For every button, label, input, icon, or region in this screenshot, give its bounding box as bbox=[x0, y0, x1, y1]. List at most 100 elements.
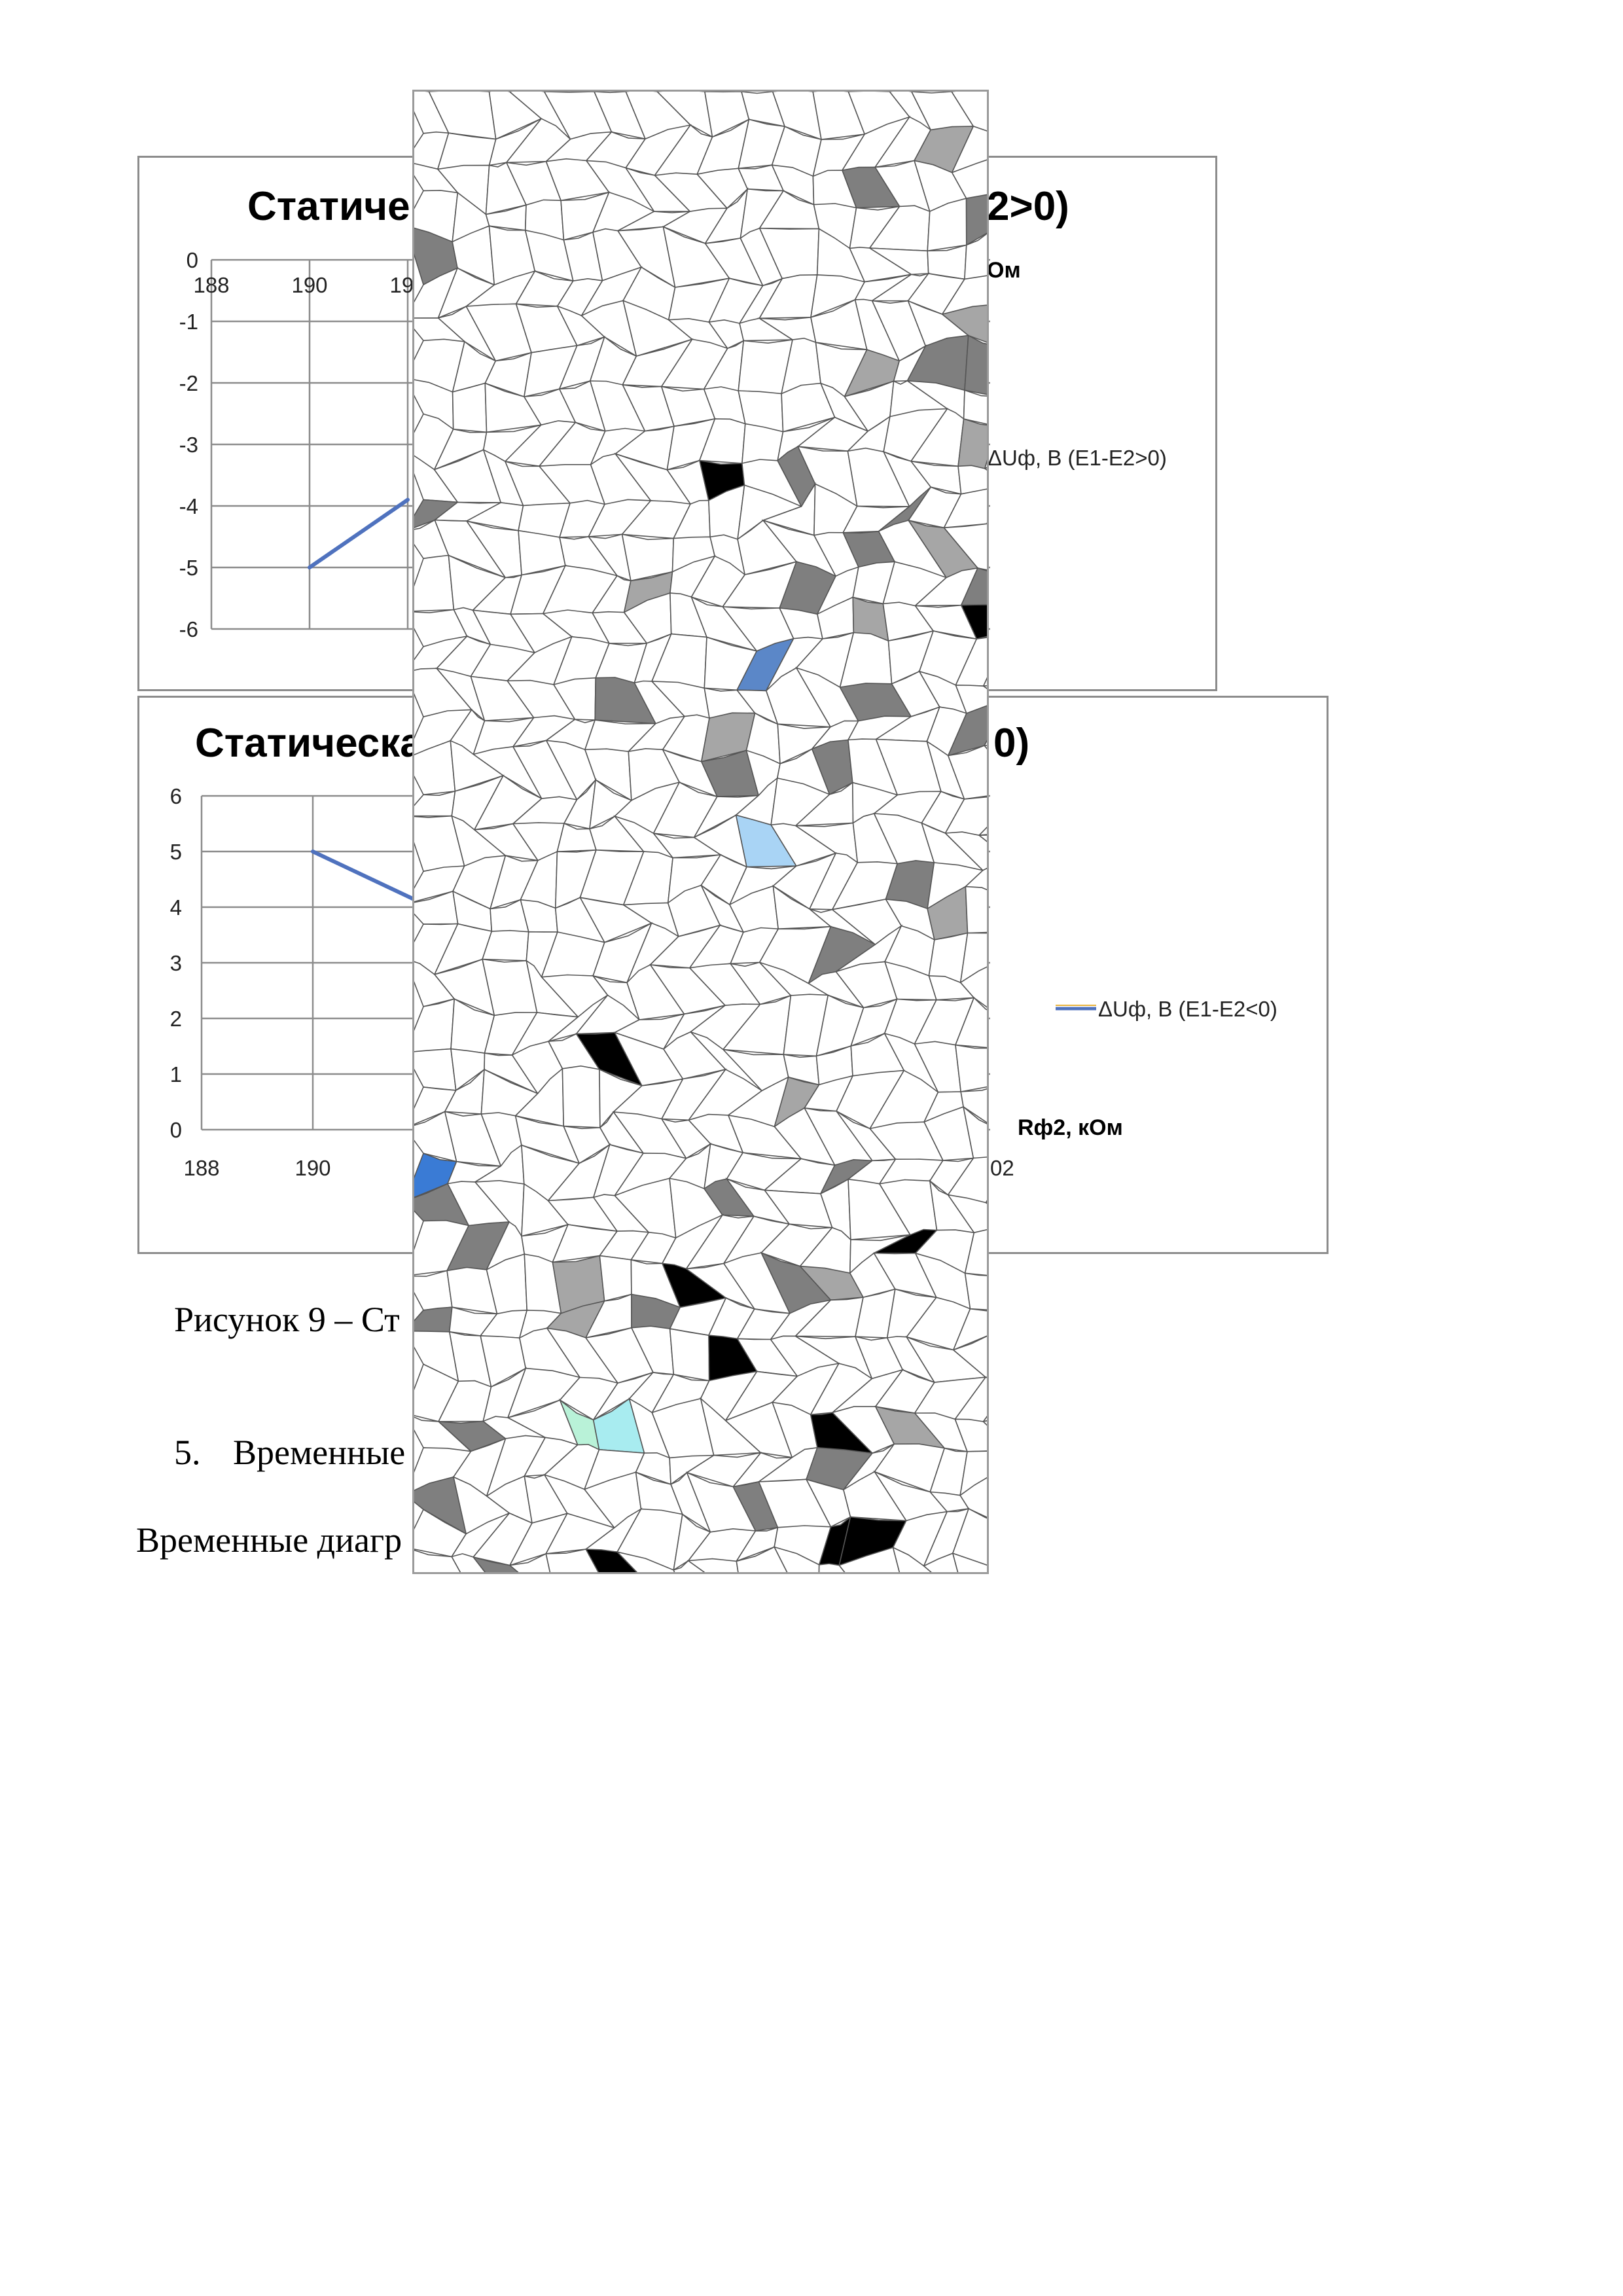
mosaic-cell bbox=[983, 745, 987, 749]
mosaic-cell bbox=[960, 567, 987, 606]
chart-2-legend-label: ΔUф, В (Е1-Е2<0) bbox=[1098, 997, 1277, 1021]
mosaic-cell bbox=[954, 996, 987, 1049]
mosaic-cell bbox=[986, 605, 987, 606]
mosaic-cell bbox=[673, 1560, 705, 1572]
mosaic-cell bbox=[562, 1065, 601, 1128]
mosaic-cell bbox=[965, 886, 987, 934]
mosaic-cell bbox=[947, 705, 987, 757]
chart-1-y-tick-label: 0 bbox=[187, 248, 198, 272]
chart-1-series-line bbox=[308, 497, 410, 569]
chart-1-x-ticks: 188 190 192 bbox=[193, 273, 425, 297]
mosaic-cell bbox=[959, 966, 987, 1008]
mosaic-cell bbox=[414, 1306, 453, 1333]
chart-2-title-left: Статическа bbox=[195, 721, 423, 766]
mosaic-cell bbox=[951, 125, 987, 173]
mosaic-cell bbox=[615, 1551, 675, 1572]
mosaic-cell bbox=[741, 423, 784, 464]
mosaic-cell bbox=[965, 194, 987, 246]
chart-2-y-tick-label: 0 bbox=[170, 1118, 182, 1142]
mosaic-cell bbox=[964, 1229, 987, 1276]
mosaic-cell bbox=[818, 1563, 846, 1572]
section-heading: Временные bbox=[233, 1433, 406, 1472]
chart-2-y-tick-label: 3 bbox=[170, 951, 182, 975]
mosaic-cell bbox=[414, 1048, 457, 1091]
mosaic-cell bbox=[955, 1044, 987, 1092]
mosaic-cell bbox=[954, 1418, 987, 1452]
chart-2-x-tick-right: 02 bbox=[990, 1156, 1014, 1180]
mosaic-cell bbox=[599, 1255, 632, 1302]
mosaic-cell bbox=[414, 554, 455, 612]
mosaic-cell bbox=[988, 598, 989, 650]
mosaic-cell bbox=[978, 827, 987, 836]
mosaic-cell bbox=[963, 389, 987, 425]
chart-2-series-line bbox=[311, 850, 415, 901]
mosaic-cell bbox=[947, 745, 987, 800]
mosaic-cell bbox=[977, 834, 987, 842]
mosaic-cell bbox=[687, 1558, 739, 1572]
mosaic-cell bbox=[736, 1546, 788, 1572]
mosaic-cell bbox=[986, 522, 987, 524]
mosaic-cell bbox=[964, 232, 987, 280]
section-number: 5. bbox=[174, 1433, 201, 1472]
chart-1-y-tick-label: -5 bbox=[179, 556, 198, 580]
mosaic-cell bbox=[437, 132, 497, 170]
mosaic-cells bbox=[414, 92, 989, 1572]
mosaic-cell bbox=[414, 790, 456, 817]
chart-2-xlabel: Rф2, кОм bbox=[1018, 1115, 1123, 1140]
mosaic-cell bbox=[472, 1556, 519, 1572]
mosaic-cell bbox=[964, 1272, 987, 1310]
chart-1-y-tick-label: -2 bbox=[179, 371, 198, 395]
chart-1-xlabel-fragment: Ом bbox=[987, 258, 1021, 283]
mosaic-cell bbox=[892, 1546, 932, 1572]
mosaic-cell bbox=[951, 92, 987, 133]
chart-2-y-tick-label: 5 bbox=[170, 840, 182, 864]
mosaic-cell bbox=[941, 304, 987, 343]
chart-1-x-tick-label: 188 bbox=[193, 273, 229, 297]
chart-2-title-right: 0) bbox=[993, 721, 1029, 766]
mosaic-cell bbox=[669, 1328, 710, 1382]
chart-1-y-ticks: 0 -1 -2 -3 -4 -5 -6 bbox=[179, 248, 198, 641]
mosaic-cell bbox=[984, 467, 987, 471]
mosaic-cell bbox=[984, 459, 987, 470]
chart-1-y-tick-label: -4 bbox=[179, 494, 198, 518]
mosaic-cell bbox=[982, 1420, 987, 1426]
mosaic-cell bbox=[414, 998, 455, 1052]
mosaic-cell bbox=[982, 677, 987, 687]
mosaic-cell bbox=[414, 1270, 453, 1311]
mosaic-cell bbox=[959, 1477, 987, 1518]
chart-1-y-tick-label: -6 bbox=[179, 617, 198, 641]
mosaic-cell bbox=[962, 1105, 987, 1159]
mosaic-cell bbox=[957, 465, 987, 495]
chart-2-y-tick-label: 6 bbox=[170, 784, 182, 808]
chart-1-y-tick-label: -3 bbox=[179, 433, 198, 457]
mosaic-cell bbox=[508, 1552, 551, 1572]
mosaic-cell bbox=[951, 159, 987, 199]
chart-2-x-tick-label: 190 bbox=[294, 1156, 330, 1180]
mosaic-cell bbox=[988, 486, 989, 535]
mosaic-cell bbox=[947, 1157, 987, 1204]
mosaic-cell bbox=[944, 796, 987, 836]
mosaic-svg bbox=[414, 92, 989, 1572]
chart-2-y-ticks: 6 5 4 3 2 1 0 bbox=[170, 784, 182, 1142]
mosaic-cell bbox=[964, 334, 987, 395]
mosaic-cell bbox=[545, 1549, 599, 1572]
chart-2-y-tick-label: 2 bbox=[170, 1007, 182, 1031]
chart-2-x-ticks: 188 190 bbox=[183, 1156, 330, 1180]
mosaic-cell bbox=[773, 1546, 820, 1572]
mosaic-cell bbox=[960, 604, 987, 640]
mosaic-cell bbox=[943, 488, 987, 529]
mosaic-cell bbox=[946, 1194, 987, 1234]
mosaic-cell bbox=[414, 1549, 461, 1572]
mosaic-cell bbox=[959, 1450, 987, 1497]
mosaic-cell bbox=[944, 831, 987, 871]
mosaic-cell bbox=[955, 684, 987, 714]
mosaic-cell bbox=[954, 1376, 987, 1422]
figure-caption: Рисунок 9 – Ст bbox=[174, 1300, 400, 1339]
mosaic-cell bbox=[952, 1552, 987, 1572]
chart-1-title-left: Статиче bbox=[247, 184, 410, 229]
mosaic-cell bbox=[952, 1308, 987, 1351]
chart-2-y-tick-label: 4 bbox=[170, 895, 182, 920]
mosaic-cell bbox=[957, 418, 987, 469]
mosaic-cell bbox=[952, 1507, 987, 1566]
mosaic-cell bbox=[964, 867, 987, 893]
